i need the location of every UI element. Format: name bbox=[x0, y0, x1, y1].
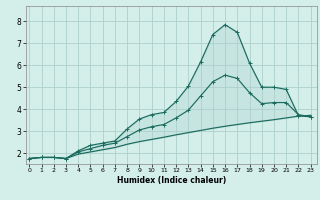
X-axis label: Humidex (Indice chaleur): Humidex (Indice chaleur) bbox=[116, 176, 226, 185]
